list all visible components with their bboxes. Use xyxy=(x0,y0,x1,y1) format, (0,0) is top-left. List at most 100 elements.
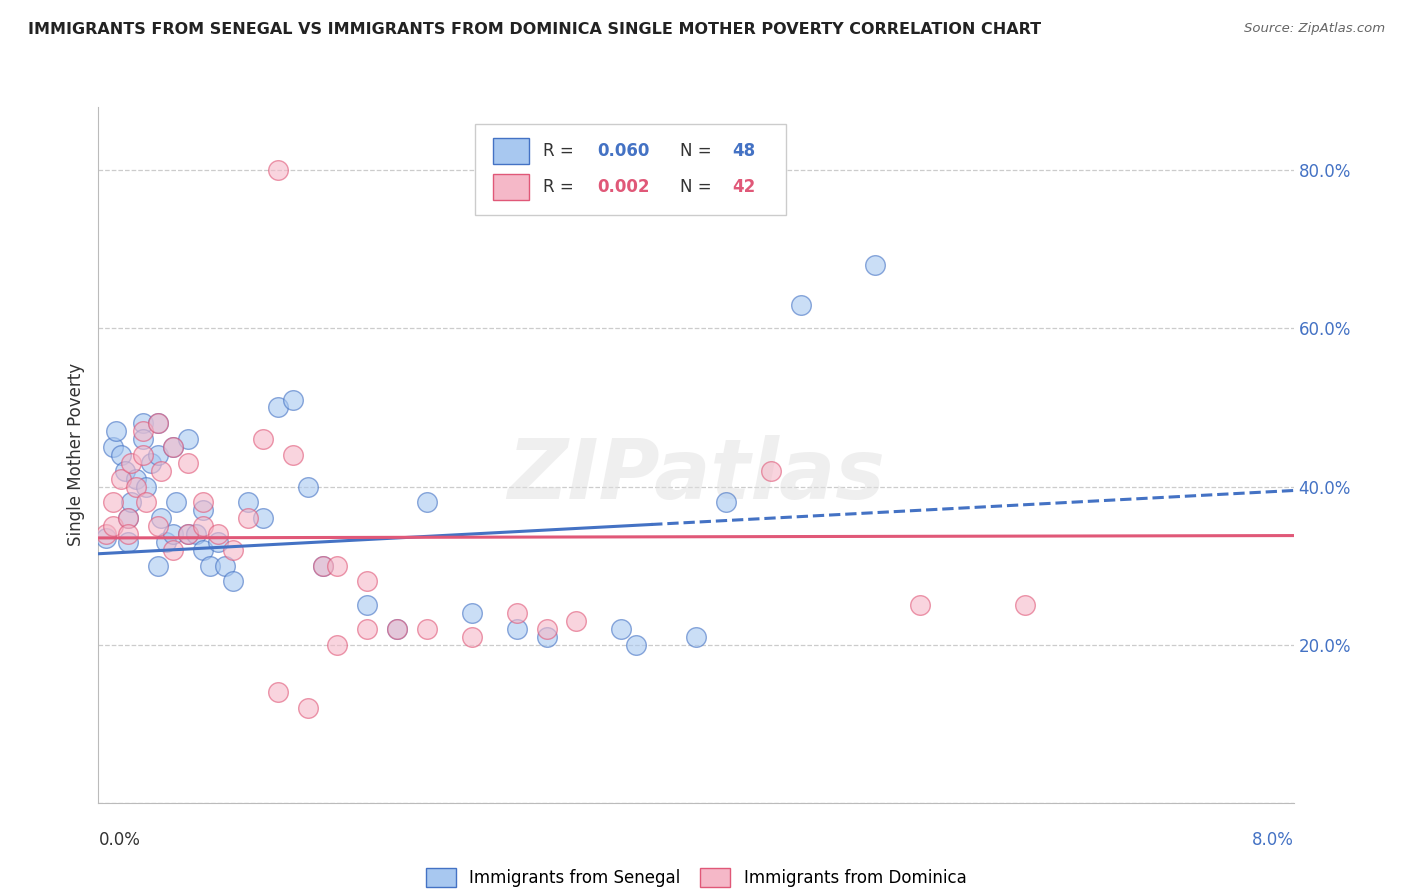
Point xyxy=(125,479,148,493)
Text: R =: R = xyxy=(543,178,579,196)
Point xyxy=(110,448,132,462)
Point xyxy=(148,519,170,533)
Point xyxy=(416,495,439,509)
Point xyxy=(267,401,290,415)
Point xyxy=(150,464,173,478)
Text: 8.0%: 8.0% xyxy=(1251,830,1294,848)
Point xyxy=(297,701,319,715)
Point xyxy=(117,527,139,541)
Point xyxy=(132,448,155,462)
Point xyxy=(148,558,170,573)
Point xyxy=(385,622,409,636)
Point xyxy=(125,472,148,486)
Point xyxy=(162,440,184,454)
Point xyxy=(177,432,200,446)
Point xyxy=(135,479,157,493)
Point xyxy=(94,527,117,541)
Point xyxy=(565,614,588,628)
Point xyxy=(155,534,177,549)
Point xyxy=(105,424,128,438)
Point xyxy=(356,574,378,589)
Point xyxy=(162,542,184,557)
Point xyxy=(356,598,378,612)
Y-axis label: Single Mother Poverty: Single Mother Poverty xyxy=(67,363,86,547)
Point xyxy=(103,495,125,509)
Point xyxy=(461,606,484,620)
Point xyxy=(103,440,125,454)
Point xyxy=(191,503,214,517)
Point xyxy=(506,606,529,620)
Point xyxy=(789,298,811,312)
Point xyxy=(135,495,157,509)
Point xyxy=(110,472,132,486)
Bar xyxy=(494,137,529,164)
Point xyxy=(252,432,274,446)
Point xyxy=(714,495,737,509)
Point xyxy=(222,542,245,557)
Point xyxy=(461,630,484,644)
Point xyxy=(236,495,259,509)
Legend: Immigrants from Senegal, Immigrants from Dominica: Immigrants from Senegal, Immigrants from… xyxy=(418,860,974,892)
Point xyxy=(281,392,304,407)
Bar xyxy=(494,174,529,201)
Point xyxy=(132,432,155,446)
Point xyxy=(94,531,117,545)
Point xyxy=(162,440,184,454)
Point xyxy=(117,534,139,549)
Text: ZIPatlas: ZIPatlas xyxy=(508,435,884,516)
Point xyxy=(103,519,125,533)
Point xyxy=(311,558,333,573)
Point xyxy=(685,630,707,644)
Point xyxy=(177,456,200,470)
Point xyxy=(610,622,633,636)
Point xyxy=(326,638,349,652)
Point xyxy=(624,638,647,652)
Point xyxy=(117,511,139,525)
Text: 0.002: 0.002 xyxy=(596,178,650,196)
Point xyxy=(191,519,214,533)
Point xyxy=(120,495,142,509)
Point xyxy=(214,558,236,573)
Point xyxy=(536,622,558,636)
Point xyxy=(150,511,173,525)
Point xyxy=(162,527,184,541)
Point xyxy=(148,417,170,431)
Point xyxy=(207,534,229,549)
Text: 0.060: 0.060 xyxy=(596,142,650,160)
Point xyxy=(1014,598,1036,612)
Point xyxy=(148,448,170,462)
Point xyxy=(120,456,142,470)
Point xyxy=(536,630,558,644)
Point xyxy=(139,456,162,470)
Point xyxy=(207,527,229,541)
Text: R =: R = xyxy=(543,142,579,160)
Point xyxy=(863,258,886,272)
Point xyxy=(356,622,378,636)
Point xyxy=(281,448,304,462)
Point xyxy=(165,495,187,509)
Point xyxy=(267,163,290,178)
Point xyxy=(114,464,136,478)
Text: 48: 48 xyxy=(733,142,755,160)
Point xyxy=(177,527,200,541)
Point xyxy=(148,417,170,431)
Point xyxy=(385,622,409,636)
Text: N =: N = xyxy=(681,142,717,160)
Point xyxy=(184,527,207,541)
Point xyxy=(311,558,333,573)
Text: IMMIGRANTS FROM SENEGAL VS IMMIGRANTS FROM DOMINICA SINGLE MOTHER POVERTY CORREL: IMMIGRANTS FROM SENEGAL VS IMMIGRANTS FR… xyxy=(28,22,1042,37)
Point xyxy=(416,622,439,636)
Point xyxy=(267,685,290,699)
Point xyxy=(222,574,245,589)
Point xyxy=(326,558,349,573)
Point xyxy=(117,511,139,525)
Point xyxy=(506,622,529,636)
Text: Source: ZipAtlas.com: Source: ZipAtlas.com xyxy=(1244,22,1385,36)
Bar xyxy=(475,124,786,215)
Point xyxy=(252,511,274,525)
Text: 42: 42 xyxy=(733,178,755,196)
Point xyxy=(759,464,782,478)
Point xyxy=(200,558,222,573)
Point xyxy=(132,417,155,431)
Point xyxy=(132,424,155,438)
